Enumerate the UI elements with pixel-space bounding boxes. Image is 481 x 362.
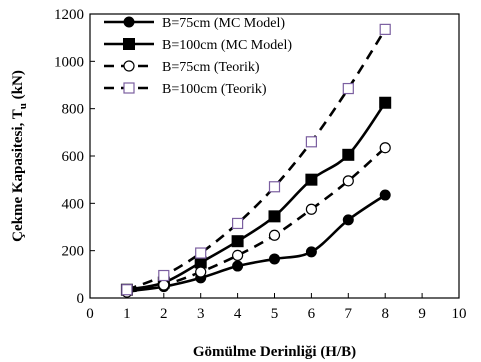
legend-marker <box>123 38 135 50</box>
legend-entry-3: B=75cm (Teorik) <box>104 60 260 75</box>
data-point <box>269 253 280 265</box>
data-point <box>379 96 392 109</box>
legend-marker <box>123 16 135 28</box>
data-point <box>158 269 170 282</box>
x-tick-label: 5 <box>271 306 279 322</box>
data-point <box>342 175 354 187</box>
series-group <box>120 23 392 298</box>
y-tick-label: 1000 <box>54 54 84 70</box>
series-line <box>126 28 387 291</box>
y-tick-label: 400 <box>62 196 85 212</box>
x-tick-label: 8 <box>381 306 389 322</box>
data-point <box>305 246 317 258</box>
data-point <box>305 203 317 215</box>
x-tick-label: 3 <box>197 306 205 322</box>
data-point <box>194 256 207 269</box>
data-point <box>305 173 318 186</box>
ticks-group: 0 1 2 3 4 5 6 7 8 9 10 0 200 400 600 800 1000 1200 <box>54 7 467 322</box>
data-point <box>232 260 244 272</box>
data-point <box>268 181 281 193</box>
data-point <box>195 266 207 278</box>
legend: B=75cm (MC Model) B=100cm (MC Model) B=75c… <box>104 16 292 97</box>
data-point <box>305 136 317 148</box>
x-tick-label: 2 <box>160 306 168 322</box>
data-point <box>195 247 207 259</box>
legend-label: B=75cm (MC Model) <box>162 16 285 31</box>
data-point <box>121 284 133 296</box>
legend-entry-4: B=100cm (Teorik) <box>104 82 267 97</box>
legend-label: B=75cm (Teorik) <box>162 60 260 75</box>
data-point <box>231 235 244 248</box>
data-point <box>342 82 354 95</box>
x-tick-label: 0 <box>86 306 94 322</box>
legend-label: B=100cm (Teorik) <box>162 82 267 97</box>
data-point <box>158 279 170 291</box>
series-4 <box>121 23 391 296</box>
x-tick-label: 10 <box>452 306 467 322</box>
data-point <box>232 217 244 230</box>
data-point <box>342 214 354 226</box>
y-tick-label: 200 <box>62 244 85 260</box>
legend-marker <box>123 82 135 94</box>
y-axis-title-unit: (kN) <box>10 70 26 103</box>
data-point <box>342 148 355 161</box>
y-axis-title: Çekme Kapasitesi, Tu (kN) <box>10 70 29 242</box>
data-point <box>268 210 281 223</box>
y-tick-label: 0 <box>77 291 85 307</box>
y-tick-label: 600 <box>62 149 85 165</box>
y-tick-label: 800 <box>62 102 85 118</box>
y-axis-title-subscript: u <box>17 103 29 109</box>
y-tick-label: 1200 <box>54 7 84 23</box>
x-tick-label: 7 <box>345 306 353 322</box>
legend-entry-1: B=75cm (MC Model) <box>104 16 285 31</box>
y-axis-title-main: Çekme Kapasitesi, T <box>10 109 26 242</box>
x-tick-label: 6 <box>308 306 316 322</box>
legend-label: B=100cm (MC Model) <box>162 38 292 53</box>
x-tick-label: 4 <box>234 306 242 322</box>
series-2 <box>120 96 392 296</box>
data-point <box>232 249 244 261</box>
legend-marker <box>123 60 135 72</box>
data-point <box>379 189 391 201</box>
data-point <box>379 142 391 154</box>
x-tick-label: 1 <box>123 306 131 322</box>
legend-entry-2: B=100cm (MC Model) <box>104 38 292 53</box>
x-tick-label: 9 <box>418 306 426 322</box>
data-point <box>379 23 391 35</box>
x-axis-title: Gömülme Derinliği (H/B) <box>193 344 356 360</box>
data-point <box>268 229 281 241</box>
